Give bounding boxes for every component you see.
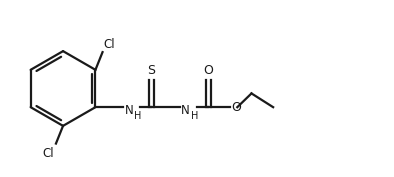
Text: H: H xyxy=(134,111,141,121)
Text: H: H xyxy=(191,111,198,121)
Text: Cl: Cl xyxy=(42,147,54,160)
Text: Cl: Cl xyxy=(104,38,115,51)
Text: N: N xyxy=(181,104,190,117)
Text: N: N xyxy=(125,104,133,117)
Text: O: O xyxy=(231,101,241,114)
Text: O: O xyxy=(203,64,213,77)
Text: S: S xyxy=(147,64,155,77)
